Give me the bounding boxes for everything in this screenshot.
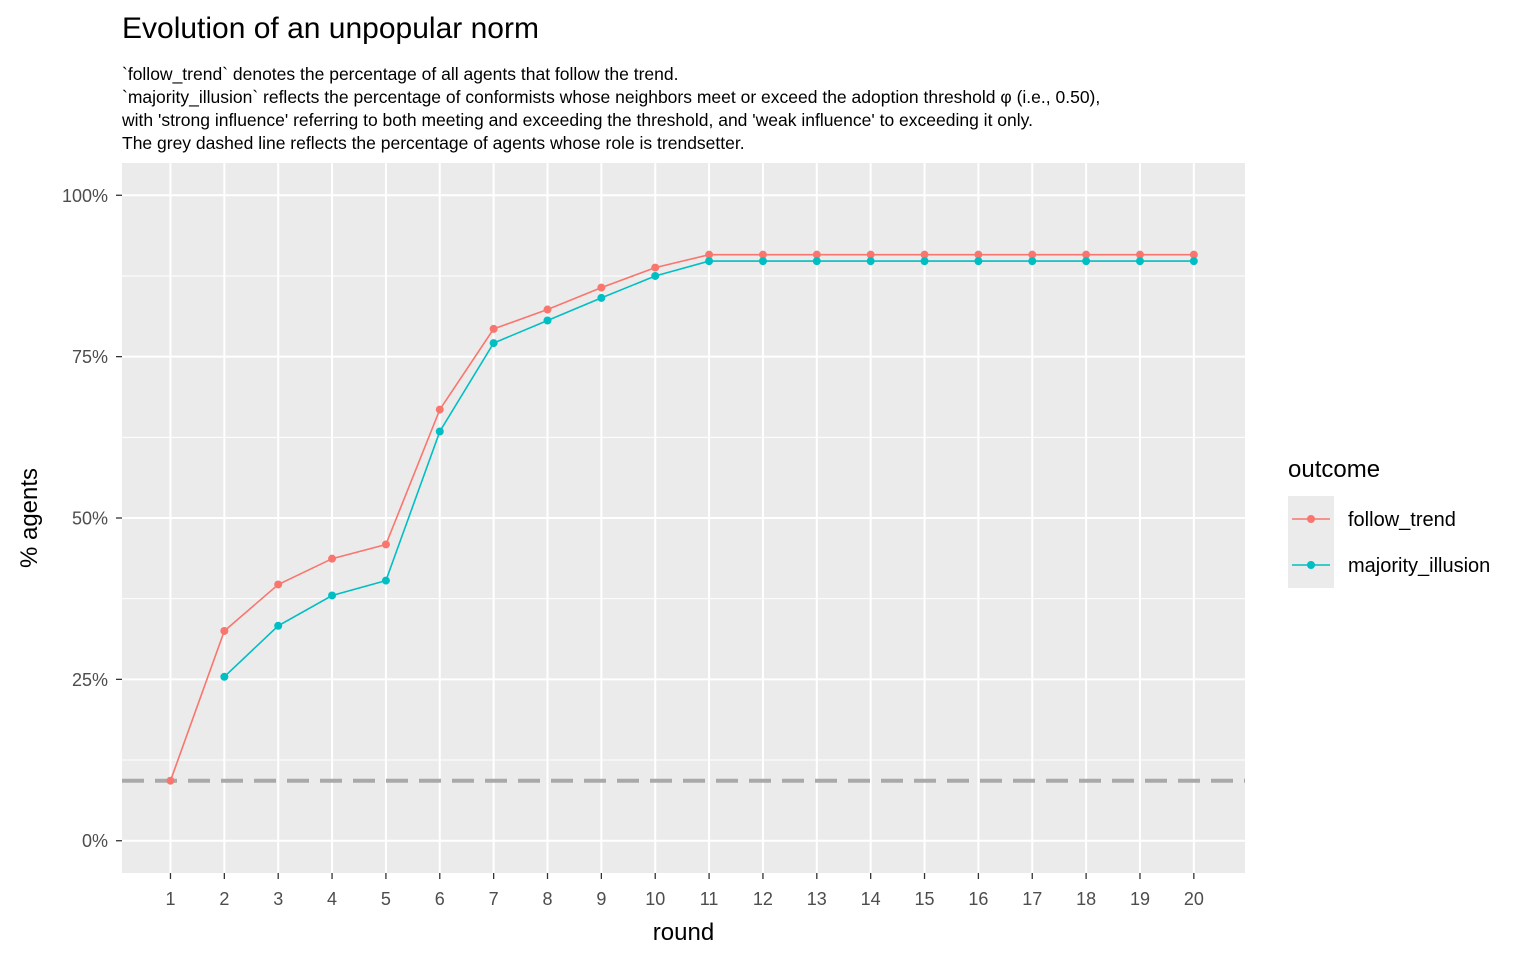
x-tick-label: 3 bbox=[273, 889, 283, 909]
data-point-majority-illusion bbox=[705, 257, 714, 266]
chart-subtitle-line-1: `follow_trend` denotes the percentage of… bbox=[122, 64, 679, 84]
chart-subtitle-line-4: The grey dashed line reflects the percen… bbox=[122, 133, 745, 153]
x-tick-label: 12 bbox=[753, 889, 773, 909]
x-tick-label: 18 bbox=[1076, 889, 1096, 909]
x-tick-label: 8 bbox=[542, 889, 552, 909]
legend-title: outcome bbox=[1288, 456, 1380, 483]
data-point-majority-illusion bbox=[1189, 257, 1198, 266]
data-point-follow-trend bbox=[758, 250, 767, 259]
chart-subtitle-line-2: `majority_illusion` reflects the percent… bbox=[122, 87, 1101, 107]
data-point-follow-trend bbox=[274, 580, 283, 589]
data-point-majority-illusion bbox=[974, 257, 983, 266]
data-point-majority-illusion bbox=[274, 621, 283, 630]
x-tick-label: 11 bbox=[700, 889, 719, 909]
series-line-follow-trend bbox=[169, 253, 1194, 781]
data-point-majority-illusion bbox=[758, 257, 767, 266]
data-point-follow-trend bbox=[651, 263, 660, 272]
data-point-follow-trend bbox=[705, 250, 714, 259]
y-tick-label: 0% bbox=[82, 831, 108, 851]
data-point-follow-trend bbox=[166, 776, 175, 785]
data-point-majority-illusion bbox=[597, 293, 606, 302]
data-point-majority-illusion bbox=[1082, 257, 1091, 266]
x-tick-label: 7 bbox=[489, 889, 499, 909]
data-point-follow-trend bbox=[220, 626, 229, 635]
x-tick-label: 1 bbox=[165, 889, 175, 909]
data-point-follow-trend bbox=[812, 250, 821, 259]
x-tick-label: 19 bbox=[1130, 889, 1150, 909]
data-point-majority-illusion bbox=[920, 257, 929, 266]
y-tick-label: 100% bbox=[62, 186, 108, 206]
y-tick-label: 75% bbox=[72, 347, 108, 367]
data-point-follow-trend bbox=[1135, 250, 1144, 259]
data-point-follow-trend bbox=[866, 250, 875, 259]
legend-key-point-follow-trend bbox=[1307, 515, 1315, 523]
data-point-majority-illusion bbox=[328, 591, 337, 600]
y-axis-title: % agents bbox=[16, 468, 43, 568]
x-tick-label: 17 bbox=[1022, 889, 1042, 909]
data-point-majority-illusion bbox=[812, 257, 821, 266]
data-point-follow-trend bbox=[543, 305, 552, 314]
data-point-follow-trend bbox=[328, 554, 337, 563]
data-point-majority-illusion bbox=[381, 576, 390, 585]
data-point-follow-trend bbox=[920, 250, 929, 259]
data-point-majority-illusion bbox=[543, 316, 552, 325]
y-tick-label: 25% bbox=[72, 670, 108, 690]
x-tick-label: 13 bbox=[807, 889, 827, 909]
data-point-majority-illusion bbox=[489, 339, 498, 348]
data-point-majority-illusion bbox=[651, 271, 660, 280]
data-point-majority-illusion bbox=[435, 427, 444, 436]
data-point-follow-trend bbox=[597, 283, 606, 292]
x-tick-label: 10 bbox=[645, 889, 665, 909]
legend-label-majority-illusion: majority_illusion bbox=[1348, 555, 1490, 577]
chart-title: Evolution of an unpopular norm bbox=[122, 12, 539, 45]
x-tick-label: 2 bbox=[219, 889, 229, 909]
x-tick-label: 15 bbox=[915, 889, 935, 909]
data-point-majority-illusion bbox=[866, 257, 875, 266]
x-tick-label: 4 bbox=[327, 889, 337, 909]
data-point-majority-illusion bbox=[1028, 257, 1037, 266]
data-point-follow-trend bbox=[435, 405, 444, 414]
x-tick-label: 20 bbox=[1184, 889, 1204, 909]
x-tick-label: 6 bbox=[435, 889, 445, 909]
data-point-follow-trend bbox=[489, 324, 498, 333]
x-tick-label: 5 bbox=[381, 889, 391, 909]
x-axis-title: round bbox=[653, 919, 714, 946]
legend-key-point-majority-illusion bbox=[1307, 561, 1315, 569]
x-tick-label: 9 bbox=[596, 889, 606, 909]
data-point-follow-trend bbox=[381, 540, 390, 549]
data-point-follow-trend bbox=[1028, 250, 1037, 259]
chart-subtitle-line-3: with 'strong influence' referring to bot… bbox=[122, 110, 1033, 130]
y-tick-label: 50% bbox=[72, 509, 108, 529]
data-point-majority-illusion bbox=[220, 672, 229, 681]
data-point-follow-trend bbox=[974, 250, 983, 259]
data-point-follow-trend bbox=[1082, 250, 1091, 259]
x-tick-label: 16 bbox=[968, 889, 988, 909]
x-tick-label: 14 bbox=[861, 889, 881, 909]
legend-label-follow-trend: follow_trend bbox=[1348, 509, 1456, 531]
data-point-follow-trend bbox=[1189, 250, 1198, 259]
data-point-majority-illusion bbox=[1135, 257, 1144, 266]
